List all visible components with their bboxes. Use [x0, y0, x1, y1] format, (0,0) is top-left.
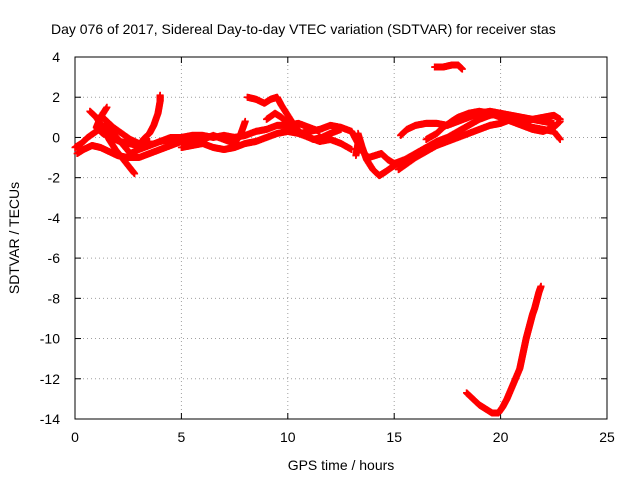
series-track-9 [199, 117, 249, 147]
y-axis-label: SDTVAR / TECUs [6, 182, 22, 294]
data-point [458, 65, 466, 73]
data-point [352, 152, 360, 160]
y-tick-label: -8 [48, 290, 61, 306]
data-point [537, 282, 545, 290]
x-tick-label: 25 [599, 429, 615, 445]
x-tick-label: 0 [71, 429, 79, 445]
data-point [241, 117, 249, 125]
data-point [131, 170, 139, 178]
x-tick-label: 20 [493, 429, 509, 445]
data-point [156, 91, 164, 99]
data-points [71, 61, 564, 417]
series-track-11 [263, 109, 345, 143]
x-tick-labels: 0 5 10 15 20 25 [71, 429, 615, 445]
y-tick-label: -4 [48, 210, 61, 226]
series-track-16 [422, 107, 564, 143]
y-tick-labels: -14 -12 -10 -8 -6 -4 -2 0 2 4 [40, 49, 60, 427]
chart-title: Day 076 of 2017, Sidereal Day-to-day VTE… [51, 21, 556, 37]
data-point [145, 137, 153, 145]
x-tick-label: 5 [178, 429, 186, 445]
y-tick-label: 0 [52, 129, 60, 145]
data-point [135, 141, 143, 149]
y-tick-label: -6 [48, 250, 61, 266]
y-tick-label: 2 [52, 89, 60, 105]
data-point [337, 125, 345, 133]
y-tick-label: -2 [48, 170, 61, 186]
series-track-18 [463, 282, 545, 417]
y-tick-label: -14 [40, 411, 60, 427]
series-track-6 [139, 91, 164, 143]
data-point [556, 135, 564, 143]
series-track-5 [92, 103, 143, 149]
y-tick-label: -12 [40, 371, 60, 387]
y-tick-label: 4 [52, 49, 60, 65]
y-tick-label: -10 [40, 331, 60, 347]
plot-frame [74, 56, 608, 420]
x-axis-label: GPS time / hours [288, 457, 395, 473]
data-point [556, 117, 564, 125]
x-tick-label: 10 [280, 429, 296, 445]
x-tick-label: 15 [386, 429, 402, 445]
series-track-17 [431, 61, 466, 73]
